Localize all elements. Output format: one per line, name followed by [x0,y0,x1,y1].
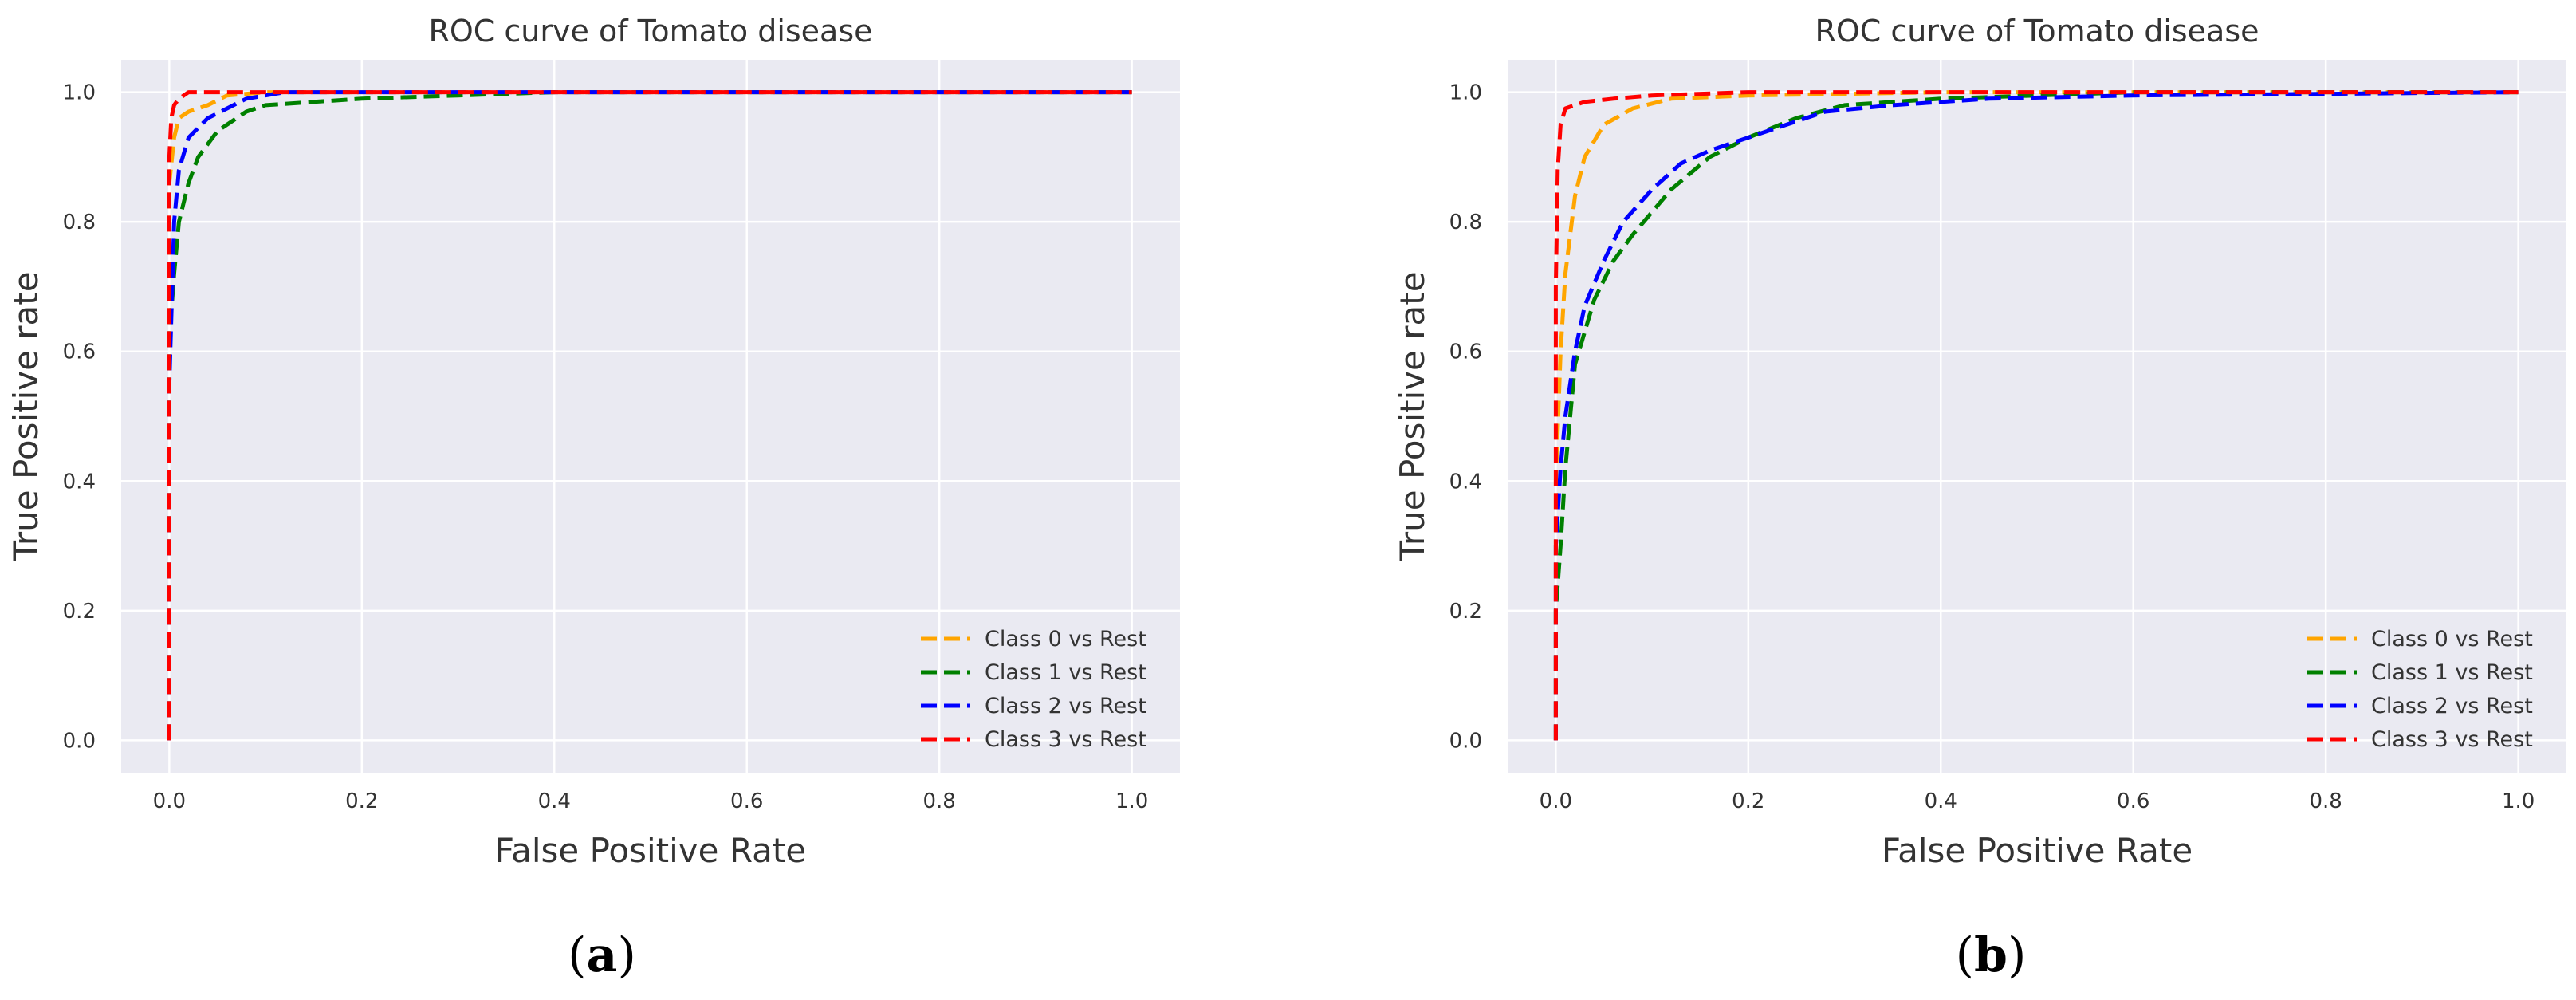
x-tick-label: 0.6 [2117,789,2149,813]
x-tick-label: 0.6 [730,789,763,813]
panel-label: (a) [568,927,636,983]
chart-panel-a: 0.0 0.2 0.4 0.6 0.8 1.0 0.0 0.2 0.4 0.6 0.8 1.0 ROC … [6,14,1180,870]
series-line-class-3 [1553,90,2519,741]
x-tick-label: 0.8 [2310,789,2342,813]
legend-entry-class-0: Class 0 vs Rest [985,627,1146,652]
y-tick-label: 0.6 [63,341,96,364]
y-axis-label: True Positive rate [1393,271,1432,561]
chart-title: ROC curve of Tomato disease [428,14,872,49]
legend: Class 0 vs Rest Class 1 vs Rest Class 2 vs… [921,627,1146,752]
legend-entry-class-0: Class 0 vs Rest [2371,627,2533,652]
series-line-class-2 [167,90,1132,741]
y-tick-label: 0.0 [63,729,96,753]
series-line-class-0 [1553,90,2519,741]
y-tick-label: 0.6 [1449,341,1482,364]
plot-area [1508,60,2566,773]
y-tick-label: 0.4 [63,470,96,494]
y-tick-label: 0.4 [1449,470,1482,494]
x-tick-label: 0.8 [923,789,956,813]
panel-label: (b) [1956,927,2027,983]
x-tick-label: 0.2 [1732,789,1764,813]
y-tick-label: 0.2 [1449,600,1482,624]
legend-entry-class-3: Class 3 vs Rest [2371,727,2533,752]
x-axis-label: False Positive Rate [1882,831,2193,870]
x-tick-label: 0.4 [538,789,571,813]
series-line-class-1 [1553,90,2519,741]
y-tick-label: 0.2 [63,600,96,624]
chart-panel-b: 0.0 0.2 0.4 0.6 0.8 1.0 0.0 0.2 0.4 0.6 0.8 1.0 ROC … [1393,14,2566,870]
y-tick-label: 1.0 [1449,81,1482,105]
x-tick-label: 0.0 [153,789,186,813]
legend: Class 0 vs Rest Class 1 vs Rest Class 2 vs… [2307,627,2533,752]
legend-entry-class-3: Class 3 vs Rest [985,727,1146,752]
x-tick-label: 0.0 [1540,789,1572,813]
series-line-class-1 [167,90,1132,741]
x-tick-label: 0.2 [345,789,378,813]
legend-entry-class-2: Class 2 vs Rest [2371,694,2533,719]
y-tick-label: 0.8 [1449,211,1482,234]
x-axis-label: False Positive Rate [495,831,806,870]
x-tick-label: 1.0 [2502,789,2535,813]
series-line-class-2 [1553,90,2519,741]
y-axis-label: True Positive rate [6,271,45,561]
chart-title: ROC curve of Tomato disease [1815,14,2259,49]
y-tick-label: 0.0 [1449,729,1482,753]
legend-entry-class-2: Class 2 vs Rest [985,694,1146,719]
plot-area [121,60,1180,773]
x-tick-label: 0.4 [1925,789,1957,813]
legend-entry-class-1: Class 1 vs Rest [985,660,1146,685]
y-tick-label: 0.8 [63,211,96,234]
legend-entry-class-1: Class 1 vs Rest [2371,660,2533,685]
x-tick-label: 1.0 [1115,789,1148,813]
y-tick-label: 1.0 [63,81,96,105]
